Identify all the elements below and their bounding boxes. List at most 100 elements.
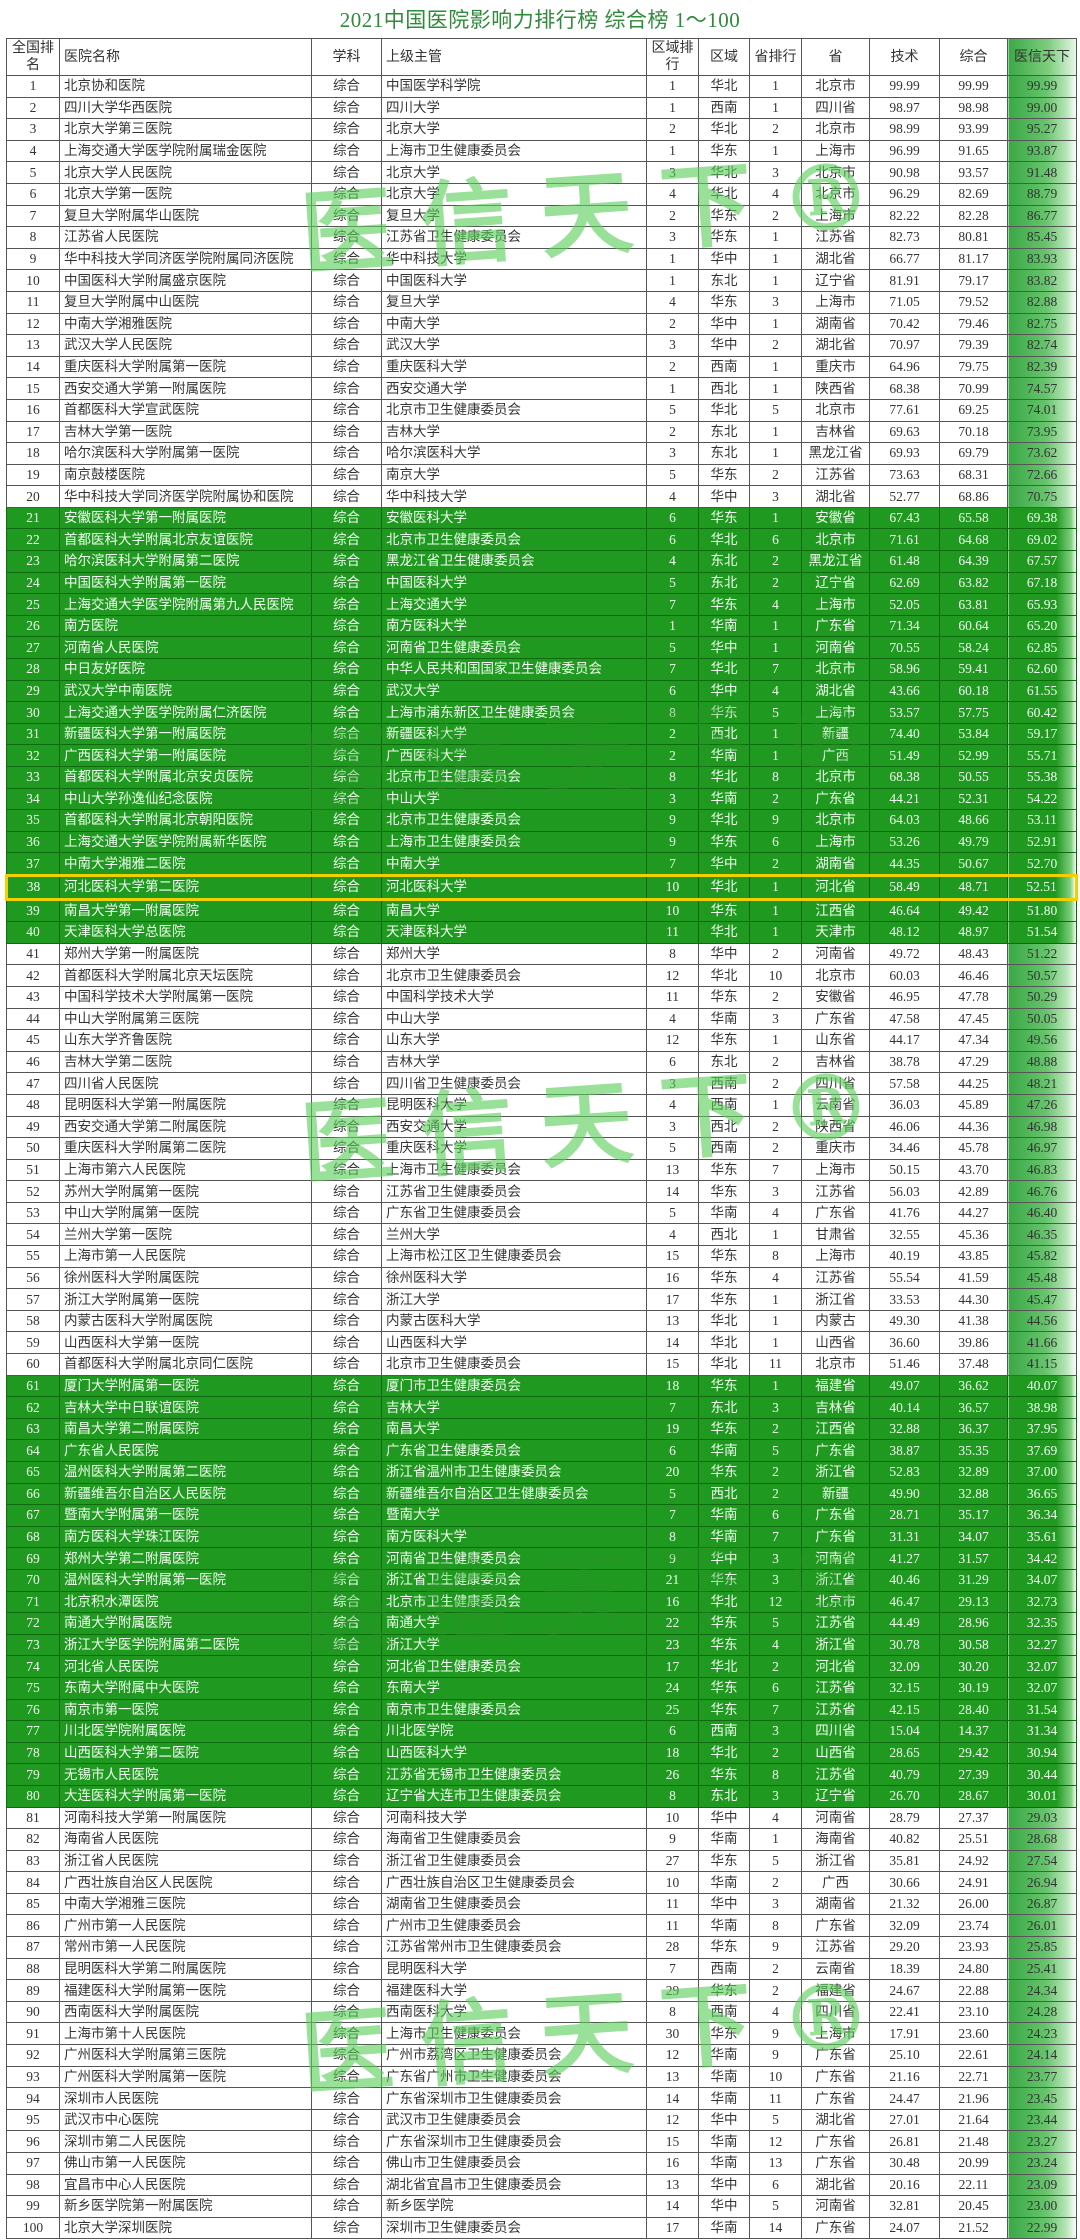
col-header-subject[interactable]: 学科 <box>311 38 382 76</box>
col-header-region[interactable]: 区域 <box>698 38 750 76</box>
table-row[interactable]: 46 吉林大学第二医院 综合 吉林大学 6 东北 2 吉林省 38.78 47.29 48.88 <box>6 1050 1077 1074</box>
table-row[interactable]: 92 广州医科大学附属第三医院 综合 广州市荔湾区卫生健康委员会 12 华南 9 广东省 25.… <box>6 2044 1077 2067</box>
table-row[interactable]: 58 内蒙古医科大学附属医院 综合 内蒙古医科大学 13 华北 1 内蒙古 49.30 41.38… <box>6 1309 1077 1333</box>
table-row[interactable]: 10 中国医科大学附属盛京医院 综合 中国医科大学 1 东北 1 辽宁省 81.91 79.17 8… <box>6 269 1077 292</box>
table-row[interactable]: 7 复旦大学附属华山医院 综合 复旦大学 2 华东 2 上海市 82.22 82.28 86.77 <box>6 204 1077 228</box>
table-row[interactable]: 41 郑州大学第一附属医院 综合 郑州大学 8 华中 2 河南省 49.72 48.43 51.22 <box>6 942 1077 966</box>
table-row[interactable]: 53 中山大学附属第一医院 综合 广东省卫生健康委员会 5 华南 4 广东省 41.76 44.2… <box>6 1201 1077 1225</box>
table-row[interactable]: 90 西南医科大学附属医院 综合 西南医科大学 8 西南 4 四川省 22.41 23.10 24.… <box>6 2000 1077 2024</box>
table-row[interactable]: 44 中山大学附属第三医院 综合 中山大学 4 华南 3 广东省 47.58 47.45 50.05 <box>6 1007 1077 1031</box>
table-row[interactable]: 78 山西医科大学第二医院 综合 山西医科大学 18 华北 2 山西省 28.65 29.42 30… <box>6 1741 1077 1765</box>
col-header-region-rank[interactable]: 区域排行 <box>646 38 699 76</box>
col-header-province[interactable]: 省 <box>801 38 870 76</box>
table-row[interactable]: 29 武汉大学中南医院 综合 武汉大学 6 华中 4 湖北省 43.66 60.18 61.55 <box>6 679 1077 703</box>
table-row[interactable]: 52 苏州大学附属第一医院 综合 江苏省卫生健康委员会 14 华东 3 江苏省 56.03 42.… <box>6 1180 1077 1203</box>
table-row[interactable]: 73 浙江大学医学院附属第二医院 综合 浙江大学 23 华东 4 浙江省 30.78 30.58 3… <box>6 1633 1077 1657</box>
col-header-province-rank[interactable]: 省排行 <box>749 38 802 76</box>
table-row[interactable]: 55 上海市第一人民医院 综合 上海市松江区卫生健康委员会 15 华东 8 上海市 40.19 4… <box>6 1245 1077 1268</box>
table-row[interactable]: 30 上海交通大学医学院附属仁济医院 综合 上海市浦东新区卫生健康委员会 8 华东 5 上海市… <box>6 701 1077 724</box>
col-header-national-rank[interactable]: 全国排名 <box>6 38 60 76</box>
table-row[interactable]: 85 中南大学湘雅三医院 综合 湖南省卫生健康委员会 11 华中 3 湖南省 21.32 26.0… <box>6 1892 1077 1916</box>
table-row[interactable]: 19 南京鼓楼医院 综合 南京大学 5 华东 2 江苏省 73.63 68.31 72.66 <box>6 463 1077 487</box>
table-row[interactable]: 21 安徽医科大学第一附属医院 综合 安徽医科大学 6 华东 1 安徽省 67.43 65.58 6… <box>6 506 1077 530</box>
table-row[interactable]: 84 广西壮族自治区人民医院 综合 广西壮族自治区卫生健康委员会 10 华南 2 广西 30.6… <box>6 1871 1077 1894</box>
table-row[interactable]: 49 西安交通大学第二附属医院 综合 西安交通大学 3 西北 2 陕西省 46.06 44.36 4… <box>6 1115 1077 1139</box>
table-row[interactable]: 67 暨南大学附属第一医院 综合 暨南大学 7 华南 6 广东省 28.71 35.17 36.34 <box>6 1504 1077 1527</box>
table-row[interactable]: 61 厦门大学附属第一医院 综合 厦门市卫生健康委员会 18 华东 1 福建省 49.07 36.… <box>6 1374 1077 1398</box>
table-row[interactable]: 13 武汉大学人民医院 综合 武汉大学 3 华中 2 湖北省 70.97 79.39 82.74 <box>6 334 1077 357</box>
table-row[interactable]: 2 四川大学华西医院 综合 四川大学 1 西南 1 四川省 98.97 98.98 99.00 <box>6 96 1077 120</box>
table-row[interactable]: 35 首都医科大学附属北京朝阳医院 综合 北京市卫生健康委员会 9 华北 9 北京市 64.03… <box>6 809 1077 832</box>
table-row[interactable]: 66 新疆维吾尔自治区人民医院 综合 新疆维吾尔自治区卫生健康委员会 5 西北 2 新疆 49.… <box>6 1482 1077 1506</box>
table-row[interactable]: 97 佛山市第一人民医院 综合 佛山市卫生健康委员会 16 华南 13 广东省 30.48 20.… <box>6 2152 1077 2175</box>
col-header-technology[interactable]: 技术 <box>869 38 940 76</box>
table-row[interactable]: 50 重庆医科大学附属第二医院 综合 重庆医科大学 5 西南 2 重庆市 34.46 45.78 4… <box>6 1137 1077 1160</box>
table-row[interactable]: 43 中国科学技术大学附属第一医院 综合 中国科学技术大学 11 华东 2 安徽省 46.95 4… <box>6 985 1077 1009</box>
table-row[interactable]: 68 南方医科大学珠江医院 综合 南方医科大学 8 华南 7 广东省 31.31 34.07 35.… <box>6 1525 1077 1549</box>
col-header-score[interactable]: 医信天下 <box>1007 38 1077 76</box>
table-row[interactable]: 79 无锡市人民医院 综合 江苏省无锡市卫生健康委员会 26 华东 8 江苏省 40.79 27.… <box>6 1763 1077 1786</box>
table-row[interactable]: 33 首都医科大学附属北京安贞医院 综合 北京市卫生健康委员会 8 华北 8 北京市 68.38… <box>6 766 1077 789</box>
table-row[interactable]: 80 大连医科大学附属第一医院 综合 辽宁省大连市卫生健康委员会 8 东北 3 辽宁省 26.7… <box>6 1784 1077 1808</box>
table-row[interactable]: 45 山东大学齐鲁医院 综合 山东大学 12 华东 1 山东省 44.17 47.34 49.56 <box>6 1029 1077 1052</box>
table-row[interactable]: 40 天津医科大学总医院 综合 天津医科大学 11 华北 1 天津市 48.12 48.97 51.… <box>6 921 1077 944</box>
table-row[interactable]: 91 上海市第十人民医院 综合 上海市卫生健康委员会 30 华东 9 上海市 17.91 23.6… <box>6 2022 1077 2046</box>
table-row[interactable]: 76 南京市第一医院 综合 南京市卫生健康委员会 25 华东 7 江苏省 42.15 28.40 3… <box>6 1698 1077 1722</box>
table-row[interactable]: 17 吉林大学第一医院 综合 吉林大学 2 东北 1 吉林省 69.63 70.18 73.95 <box>6 420 1077 444</box>
table-row[interactable]: 75 东南大学附属中大医院 综合 东南大学 24 华东 6 江苏省 32.15 30.19 32.0… <box>6 1676 1077 1700</box>
table-row[interactable]: 99 新乡医学院第一附属医院 综合 新乡医学院 14 华中 5 河南省 32.81 20.45 23… <box>6 2195 1077 2218</box>
table-row[interactable]: 74 河北省人民医院 综合 河北省卫生健康委员会 17 华北 2 河北省 32.09 30.20 3… <box>6 1655 1077 1678</box>
table-row[interactable]: 11 复旦大学附属中山医院 综合 复旦大学 4 华东 3 上海市 71.05 79.52 82.88 <box>6 290 1077 314</box>
table-row[interactable]: 1 北京协和医院 综合 中国医学科学院 1 华北 1 北京市 99.99 99.99 99.99 <box>6 75 1077 98</box>
table-row[interactable]: 48 昆明医科大学第一附属医院 综合 昆明医科大学 4 西南 1 云南省 36.03 45.89 4… <box>6 1093 1077 1117</box>
table-row[interactable]: 20 华中科技大学同济医学院附属协和医院 综合 华中科技大学 4 华中 3 湖北省 52.77 6… <box>6 485 1077 508</box>
table-row[interactable]: 96 深圳市第二人民医院 综合 广东省深圳市卫生健康委员会 15 华南 12 广东省 26.81… <box>6 2130 1077 2153</box>
table-row[interactable]: 24 中国医科大学附属第一医院 综合 中国医科大学 5 东北 2 辽宁省 62.69 63.82 6… <box>6 571 1077 595</box>
table-row[interactable]: 71 北京积水潭医院 综合 北京市卫生健康委员会 16 华北 12 北京市 46.47 29.13… <box>6 1590 1077 1614</box>
table-row[interactable]: 4 上海交通大学医学院附属瑞金医院 综合 上海市卫生健康委员会 1 华东 1 上海市 96.99… <box>6 139 1077 163</box>
table-row[interactable]: 47 四川省人民医院 综合 四川省卫生健康委员会 3 西南 2 四川省 57.58 44.25 48… <box>6 1072 1077 1095</box>
table-row[interactable]: 81 河南科技大学第一附属医院 综合 河南科技大学 10 华中 4 河南省 28.79 27.37… <box>6 1806 1077 1830</box>
table-row[interactable]: 89 福建医科大学附属第一医院 综合 福建医科大学 29 华东 2 福建省 24.67 22.88… <box>6 1979 1077 2002</box>
table-row[interactable]: 72 南通大学附属医院 综合 南通大学 22 华东 5 江苏省 44.49 28.96 32.35 <box>6 1612 1077 1635</box>
table-row[interactable]: 16 首都医科大学宣武医院 综合 北京市卫生健康委员会 5 华北 5 北京市 77.61 69.2… <box>6 398 1077 422</box>
table-row[interactable]: 42 首都医科大学附属北京天坛医院 综合 北京市卫生健康委员会 12 华北 10 北京市 60.… <box>6 964 1077 987</box>
table-row[interactable]: 94 深圳市人民医院 综合 广东省深圳市卫生健康委员会 14 华南 11 广东省 24.47 21… <box>6 2087 1077 2110</box>
table-row[interactable]: 34 中山大学孙逸仙纪念医院 综合 中山大学 3 华南 2 广东省 44.21 52.31 54.2… <box>6 787 1077 811</box>
table-row[interactable]: 51 上海市第六人民医院 综合 上海市卫生健康委员会 13 华东 7 上海市 50.15 43.7… <box>6 1158 1077 1182</box>
table-row[interactable]: 25 上海交通大学医学院附属第九人民医院 综合 上海交通大学 7 华东 4 上海市 52.05 6… <box>6 593 1077 616</box>
table-row[interactable]: 37 中南大学湘雅二医院 综合 中南大学 7 华中 2 湖南省 44.35 50.67 52.70 <box>6 852 1077 876</box>
table-row[interactable]: 54 兰州大学第一医院 综合 兰州大学 4 西北 1 甘肃省 32.55 45.36 46.35 <box>6 1223 1077 1247</box>
table-row[interactable]: 57 浙江大学附属第一医院 综合 浙江大学 17 华东 1 浙江省 33.53 44.30 45.4… <box>6 1288 1077 1311</box>
table-row[interactable]: 6 北京大学第一医院 综合 北京大学 4 华北 4 北京市 96.29 82.69 88.79 <box>6 182 1077 206</box>
table-row[interactable]: 18 哈尔滨医科大学附属第一医院 综合 哈尔滨医科大学 3 东北 1 黑龙江省 69.93 69.… <box>6 442 1077 465</box>
table-row[interactable]: 27 河南省人民医院 综合 河南省卫生健康委员会 5 华中 1 河南省 70.55 58.24 62… <box>6 636 1077 660</box>
table-row[interactable]: 15 西安交通大学第一附属医院 综合 西安交通大学 1 西北 1 陕西省 68.38 70.99 7… <box>6 377 1077 400</box>
table-row[interactable]: 59 山西医科大学第一医院 综合 山西医科大学 14 华北 1 山西省 36.60 39.86 41… <box>6 1331 1077 1355</box>
table-row[interactable]: 14 重庆医科大学附属第一医院 综合 重庆医科大学 2 西南 1 重庆市 64.96 79.75 8… <box>6 355 1077 379</box>
table-row-highlighted[interactable]: 38 河北医科大学第二医院 综合 河北医科大学 10 华北 1 河北省 58.49 48.71 52… <box>5 873 1078 901</box>
table-row[interactable]: 88 昆明医科大学第二附属医院 综合 昆明医科大学 7 西南 2 云南省 18.39 24.80 2… <box>6 1957 1077 1981</box>
table-row[interactable]: 32 广西医科大学第一附属医院 综合 广西医科大学 2 华南 1 广西 51.49 52.99 55… <box>6 744 1077 767</box>
table-row[interactable]: 9 华中科技大学同济医学院附属同济医院 综合 华中科技大学 1 华中 1 湖北省 66.77 81… <box>6 247 1077 271</box>
table-row[interactable]: 5 北京大学人民医院 综合 北京大学 3 华北 3 北京市 90.98 93.57 91.48 <box>6 161 1077 184</box>
table-row[interactable]: 65 温州医科大学附属第二医院 综合 浙江省温州市卫生健康委员会 20 华东 2 浙江省 52.… <box>6 1461 1077 1484</box>
table-row[interactable]: 8 江苏省人民医院 综合 江苏省卫生健康委员会 3 华东 1 江苏省 82.73 80.81 85.… <box>6 226 1077 249</box>
table-row[interactable]: 98 宜昌市中心人民医院 综合 湖北省宜昌市卫生健康委员会 13 华中 6 湖北省 20.16 2… <box>6 2173 1077 2197</box>
table-row[interactable]: 31 新疆医科大学第一附属医院 综合 新疆医科大学 2 西北 1 新疆 74.40 53.84 59… <box>6 722 1077 746</box>
table-row[interactable]: 95 武汉市中心医院 综合 武汉市卫生健康委员会 12 华中 5 湖北省 27.01 21.64 2… <box>6 2108 1077 2132</box>
table-row[interactable]: 28 中日友好医院 综合 中华人民共和国国家卫生健康委员会 7 华北 7 北京市 58.96 59… <box>6 658 1077 681</box>
table-row[interactable]: 26 南方医院 综合 南方医科大学 1 华南 1 广东省 71.34 60.64 65.20 <box>6 614 1077 638</box>
table-row[interactable]: 22 首都医科大学附属北京友谊医院 综合 北京市卫生健康委员会 6 华北 6 北京市 71.61… <box>6 528 1077 552</box>
col-header-supervisor[interactable]: 上级主管 <box>381 38 647 76</box>
table-row[interactable]: 62 吉林大学中日联谊医院 综合 吉林大学 7 东北 3 吉林省 40.14 36.57 38.98 <box>6 1396 1077 1419</box>
col-header-hospital-name[interactable]: 医院名称 <box>59 38 312 76</box>
table-row[interactable]: 63 南昌大学第二附属医院 综合 南昌大学 19 华东 2 江西省 32.88 36.37 37.9… <box>6 1417 1077 1441</box>
table-row[interactable]: 60 首都医科大学附属北京同仁医院 综合 北京市卫生健康委员会 15 华北 11 北京市 51.… <box>6 1353 1077 1376</box>
table-row[interactable]: 100 北京大学深圳医院 综合 深圳市卫生健康委员会 17 华南 14 广东省 24.07 21.… <box>6 2216 1077 2240</box>
table-row[interactable]: 87 常州市第一人民医院 综合 江苏省常州市卫生健康委员会 28 华东 9 江苏省 29.20 2… <box>6 1936 1077 1959</box>
table-row[interactable]: 36 上海交通大学医学院附属新华医院 综合 上海市卫生健康委员会 9 华东 6 上海市 53.2… <box>6 830 1077 854</box>
table-row[interactable]: 69 郑州大学第二附属医院 综合 河南省卫生健康委员会 9 华中 3 河南省 41.27 31.5… <box>6 1547 1077 1570</box>
table-row[interactable]: 86 广州市第一人民医院 综合 广州市卫生健康委员会 11 华南 8 广东省 32.09 23.7… <box>6 1914 1077 1938</box>
table-row[interactable]: 39 南昌大学第一附属医院 综合 南昌大学 10 华东 1 江西省 46.64 49.42 51.8… <box>6 898 1077 923</box>
